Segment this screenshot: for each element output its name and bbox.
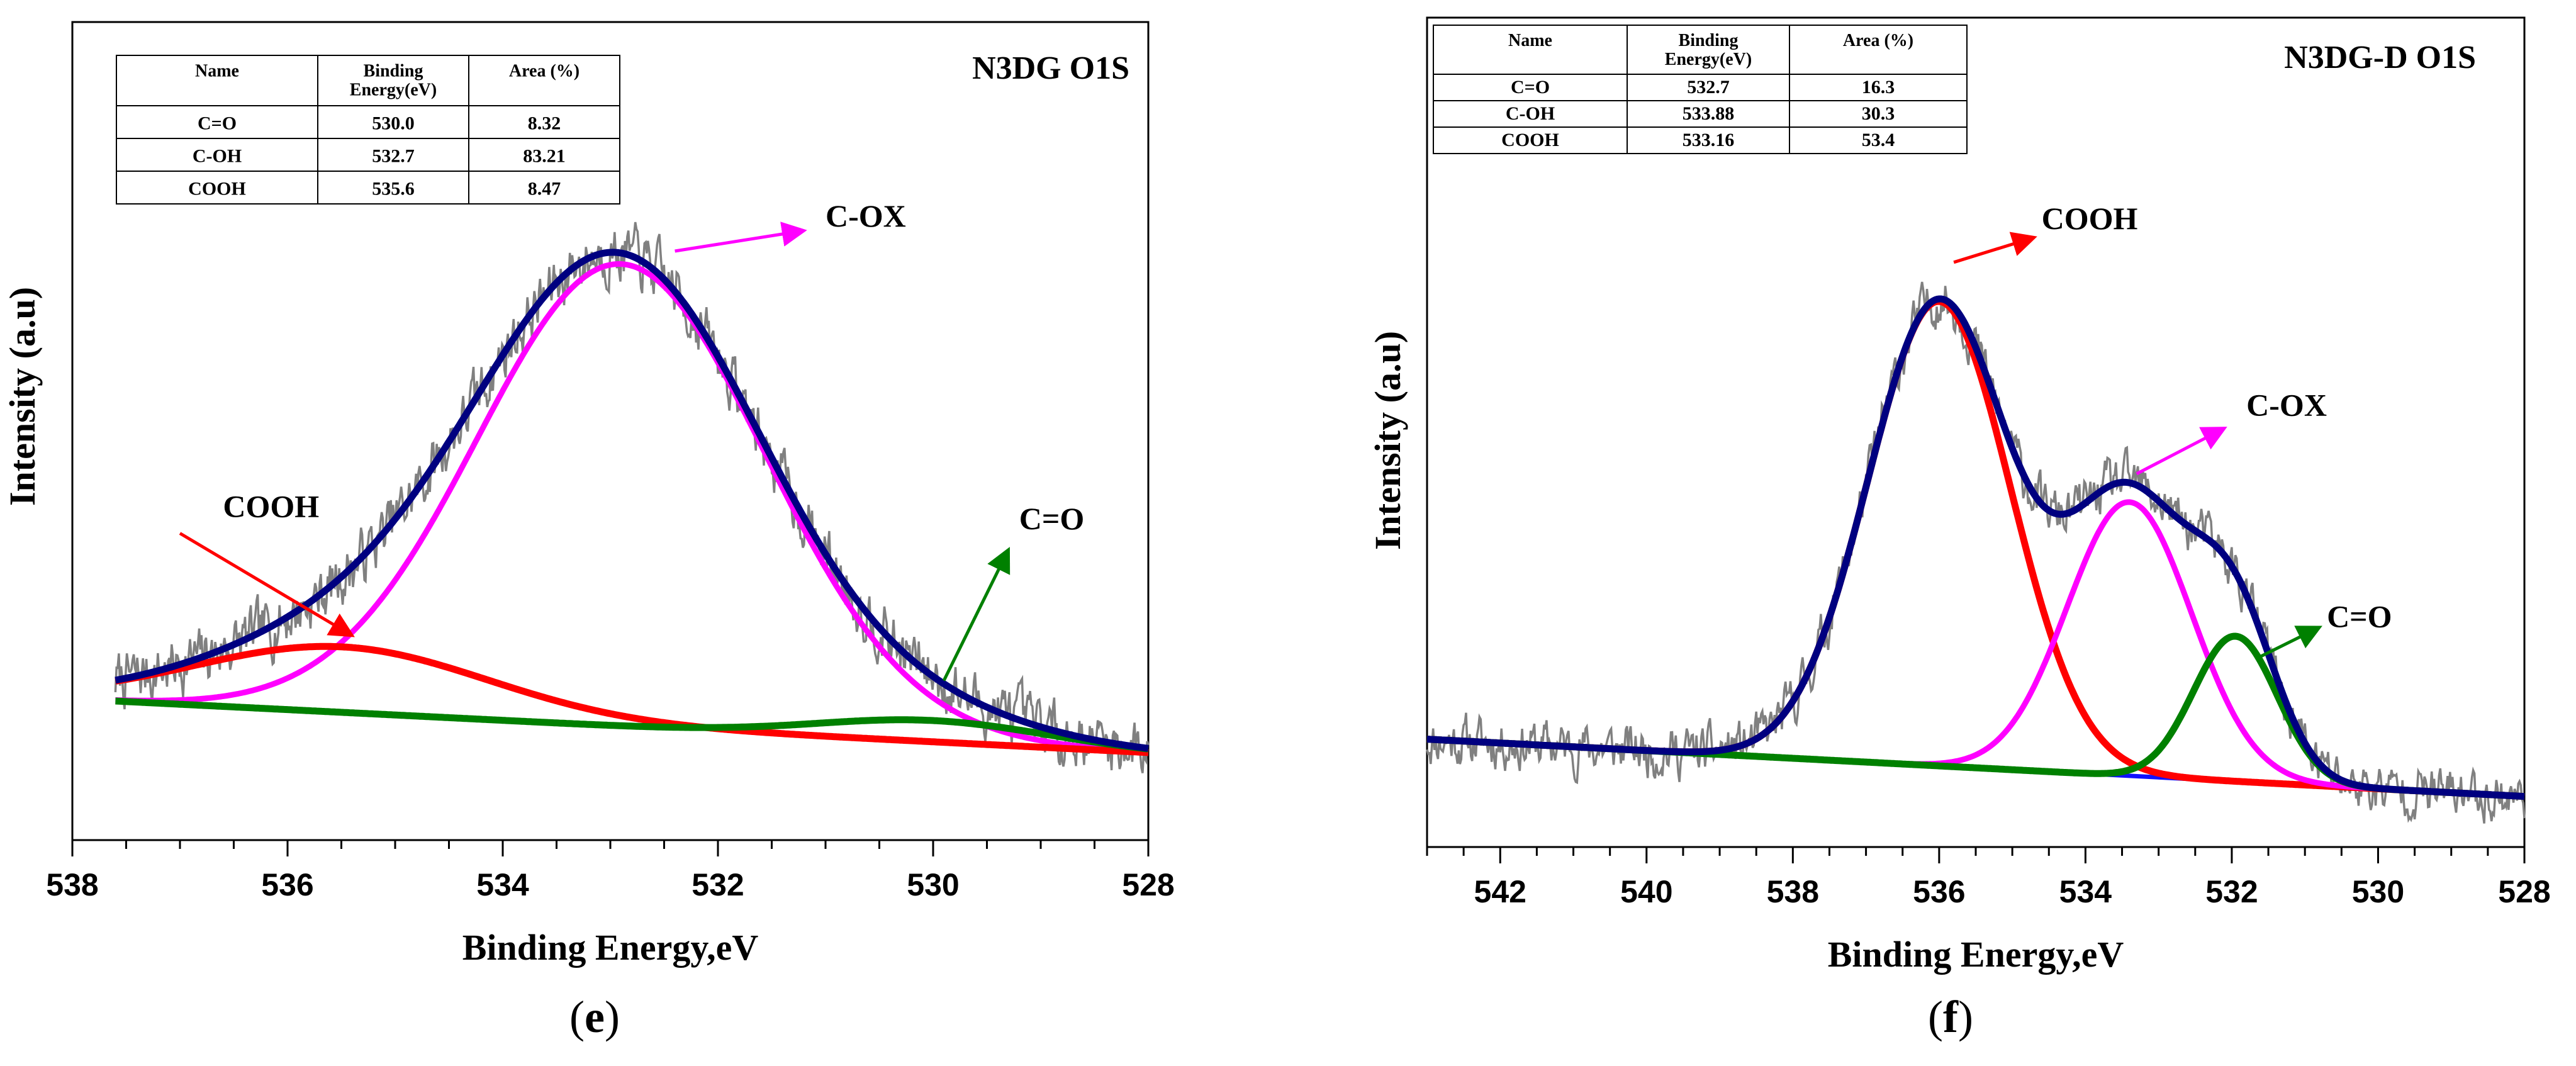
annotation-label: C=O: [2327, 599, 2392, 634]
table-header: Name: [1508, 31, 1552, 50]
table-cell: 53.4: [1862, 130, 1895, 150]
fit-envelope-line: [115, 249, 1149, 752]
table-cell: 535.6: [372, 178, 415, 199]
table-cell: 30.3: [1862, 103, 1895, 124]
annotation-label: COOH: [2042, 201, 2138, 236]
table-cell: C=O: [1511, 77, 1550, 98]
table-header: Binding Energy(eV): [350, 62, 437, 100]
panel-title: N3DG O1S: [972, 50, 1129, 86]
table-frame: [116, 55, 620, 205]
table-cell: 16.3: [1862, 77, 1895, 98]
annotation-label: COOH: [223, 489, 319, 524]
panel-f: 542 540 538 536 534 532 530 528 Binding Energy,e…: [1367, 16, 2551, 1042]
x-tick-label: 534: [476, 867, 529, 902]
x-tick-label: 530: [907, 867, 959, 902]
raw-data-line: [1426, 281, 2526, 824]
panel-title: N3DG-D O1S: [2284, 40, 2476, 76]
annotation-label: C=O: [1019, 501, 1085, 536]
x-tick-label: 534: [2059, 874, 2112, 909]
x-tick-label: 536: [261, 867, 313, 902]
component-cooh-line: [1426, 298, 2525, 800]
table-cell: COOH: [1501, 130, 1559, 150]
table-header: Area (%): [1843, 31, 1913, 50]
x-tick-label: 528: [1122, 867, 1174, 902]
table-cell: 532.7: [372, 145, 415, 166]
x-tick-label: 528: [2498, 874, 2550, 909]
fit-table: Name Binding Energy(eV) Area (%) C=O 530.0 8.3…: [116, 55, 620, 205]
table-cell: C-OH: [1506, 103, 1555, 124]
table-cell: C-OH: [193, 145, 242, 166]
y-axis-label: Intensity (a.u): [1367, 331, 1408, 550]
annotation-arrow: [675, 222, 807, 253]
annotation-label: C-OX: [826, 198, 906, 233]
table-cell: 532.7: [1687, 77, 1730, 98]
annotation-arrow: [179, 532, 355, 637]
annotation-arrow: [2260, 626, 2322, 658]
panel-caption: (e): [569, 992, 620, 1042]
x-tick-label: 532: [2205, 874, 2258, 909]
table-cell: 83.21: [523, 145, 566, 166]
table-cell: 530.0: [372, 113, 415, 133]
component-c-o-line: [115, 697, 1149, 753]
x-axis-label: Binding Energy,eV: [1828, 934, 2124, 975]
x-tick-label: 530: [2352, 874, 2404, 909]
x-axis-label: Binding Energy,eV: [462, 927, 759, 968]
x-tick-label: 540: [1620, 874, 1672, 909]
table-cell: 8.47: [528, 178, 561, 199]
fit-table: Name Binding Energy(eV) Area (%) C=O 532.7 16.…: [1433, 25, 1968, 154]
annotation-label: C-OX: [2246, 388, 2327, 423]
component-cooh-line: [115, 642, 1149, 756]
fit-envelope-line: [1426, 295, 2525, 800]
table-cell: COOH: [188, 178, 246, 199]
table-header: Binding Energy(eV): [1665, 31, 1752, 69]
component-c-o-line: [1426, 632, 2525, 800]
panel-caption: (f): [1928, 992, 1973, 1042]
annotation-arrow: [1953, 232, 2037, 264]
x-tick-label: 532: [692, 867, 744, 902]
table-cell: 533.16: [1683, 130, 1735, 150]
table-frame: [1433, 25, 1968, 154]
table-header: Name: [195, 62, 239, 81]
annotation-arrow: [942, 547, 1011, 682]
table-header: Area (%): [509, 62, 580, 81]
annotation-arrow: [2136, 427, 2227, 476]
x-tick-label: 538: [1767, 874, 1819, 909]
x-tick-label: 538: [46, 867, 98, 902]
panel-e: 538 536 534 532 530 528 Binding Energy,eV Inten…: [2, 21, 1175, 1042]
table-cell: C=O: [198, 113, 237, 133]
table-cell: 533.88: [1683, 103, 1735, 124]
x-tick-label: 536: [1913, 874, 1965, 909]
y-axis-label: Intensity (a.u): [2, 287, 43, 506]
x-tick-label: 542: [1474, 874, 1526, 909]
table-cell: 8.32: [528, 113, 561, 133]
